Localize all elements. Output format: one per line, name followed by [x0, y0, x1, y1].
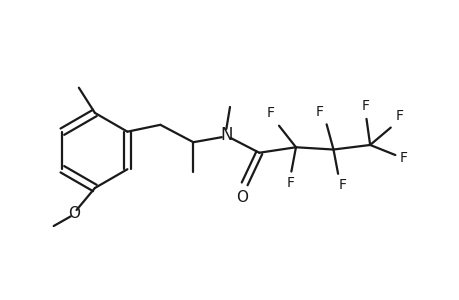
- Text: F: F: [266, 106, 274, 120]
- Text: F: F: [286, 176, 294, 190]
- Text: F: F: [394, 110, 403, 123]
- Text: F: F: [315, 105, 323, 119]
- Text: O: O: [236, 190, 248, 205]
- Text: F: F: [338, 178, 346, 192]
- Text: N: N: [219, 126, 232, 144]
- Text: F: F: [399, 151, 407, 165]
- Text: F: F: [361, 99, 369, 113]
- Text: O: O: [68, 206, 80, 221]
